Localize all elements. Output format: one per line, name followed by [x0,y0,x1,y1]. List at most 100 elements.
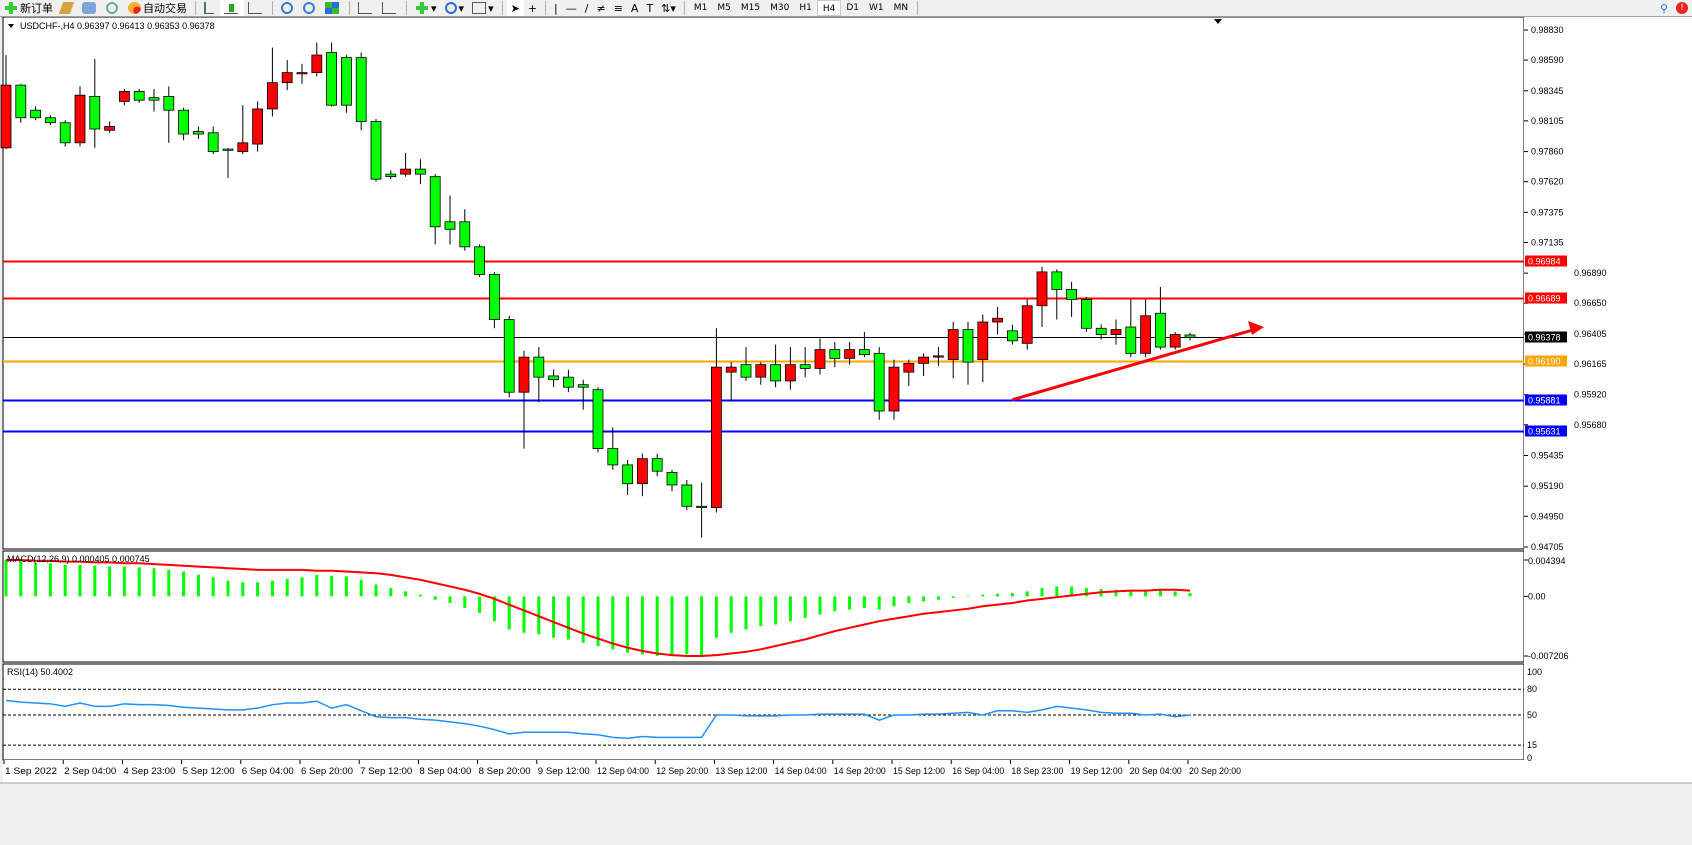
candle[interactable] [755,362,767,385]
candle[interactable] [488,271,500,329]
vertical-line-button[interactable]: | [550,0,562,16]
candle[interactable] [207,126,219,155]
candle[interactable] [503,315,515,398]
candle[interactable] [1081,296,1092,333]
candle[interactable] [340,55,352,113]
candle[interactable] [563,369,574,393]
candle[interactable] [888,359,900,420]
candle[interactable] [799,347,811,378]
candle[interactable] [281,60,293,91]
candle[interactable] [577,379,589,410]
candle[interactable] [711,328,722,513]
trendline-button[interactable]: / [581,0,593,16]
candle[interactable] [1021,299,1033,350]
line-chart-button[interactable] [244,0,268,16]
candle[interactable] [1169,332,1181,350]
candle[interactable] [1184,332,1196,341]
candle[interactable] [163,86,175,143]
candle[interactable] [859,332,870,358]
candle[interactable] [814,338,826,375]
cursor-button[interactable]: ➤ [506,0,524,16]
candle[interactable] [622,459,633,495]
timeframe-m15[interactable]: M15 [740,3,761,13]
candle[interactable] [992,306,1003,335]
candle[interactable] [607,427,619,470]
timeframe-m5[interactable]: M5 [717,3,731,13]
candle[interactable] [59,120,71,147]
candle[interactable] [252,101,264,152]
candle[interactable] [385,170,397,180]
autoscroll-button[interactable] [378,0,402,16]
text-label-button[interactable]: T [642,0,657,16]
candle[interactable] [400,152,412,177]
candle[interactable] [429,174,441,245]
timeframe-d1[interactable]: D1 [846,3,860,13]
equidistant-channel-button[interactable]: ≠ [592,0,609,16]
candle[interactable] [74,86,86,147]
candle[interactable] [740,347,752,381]
candle[interactable] [222,147,234,178]
candle[interactable] [266,47,278,117]
candle[interactable] [518,350,530,449]
candle[interactable] [666,469,678,492]
candle[interactable] [326,42,338,107]
timeframe-m1[interactable]: M1 [693,3,708,13]
zoom-in-button[interactable] [277,0,299,16]
candle[interactable] [178,107,190,141]
candle[interactable] [192,126,204,140]
timeframe-h4[interactable]: H4 [816,0,842,16]
timeframe-w1[interactable]: W1 [869,3,884,13]
candle[interactable] [873,347,885,420]
candle[interactable] [148,88,160,112]
candle[interactable] [785,347,796,390]
search-button[interactable]: ⚲ [1656,0,1672,16]
candle[interactable] [844,342,855,365]
arrows-button[interactable]: ⇅▾ [657,0,680,16]
candle[interactable] [651,453,663,477]
candle[interactable] [355,52,367,131]
trend-arrow-line[interactable] [1011,327,1257,402]
new-order-button[interactable]: 新订单 [0,0,57,16]
timeframe-mn[interactable]: MN [893,3,909,13]
candle[interactable] [104,121,115,133]
chart-shift-button[interactable] [354,0,378,16]
chart-shift-marker-icon[interactable] [1214,19,1222,24]
candle[interactable] [977,314,989,383]
candle[interactable] [1036,266,1048,328]
candle[interactable] [1125,299,1137,358]
candle[interactable] [89,58,101,148]
auto-trading-button[interactable]: 自动交易 [124,0,191,16]
horizontal-line-button[interactable]: — [562,0,581,16]
bar-chart-button[interactable] [200,0,220,16]
candle[interactable] [237,105,249,155]
candle[interactable] [1140,299,1151,358]
zoom-out-button[interactable] [299,0,321,16]
candle[interactable] [903,359,915,386]
candle[interactable] [962,322,974,385]
price-panel[interactable] [2,16,1525,550]
candle[interactable] [414,159,426,185]
candle[interactable] [933,347,944,366]
candle[interactable] [1066,281,1077,318]
candle[interactable] [1095,324,1107,340]
tile-windows-button[interactable] [321,0,345,16]
candle[interactable] [45,115,56,126]
candle[interactable] [637,453,648,497]
signal-button[interactable] [102,0,124,16]
periods-button[interactable]: ▾ [441,0,469,16]
candle[interactable] [474,244,486,277]
candle[interactable] [592,387,604,453]
timeframe-h1[interactable]: H1 [799,3,812,13]
candle[interactable] [533,347,545,403]
candle[interactable] [1007,324,1018,345]
candle[interactable] [15,83,27,123]
fibonacci-button[interactable]: ≡ [610,0,627,16]
candle[interactable] [548,369,559,388]
candle[interactable] [770,344,781,388]
crosshair-button[interactable]: + [524,0,541,16]
candle[interactable] [696,482,707,538]
indicators-button[interactable]: ▾ [411,0,441,16]
rsi-panel[interactable] [2,663,1525,761]
candle[interactable] [311,42,323,77]
